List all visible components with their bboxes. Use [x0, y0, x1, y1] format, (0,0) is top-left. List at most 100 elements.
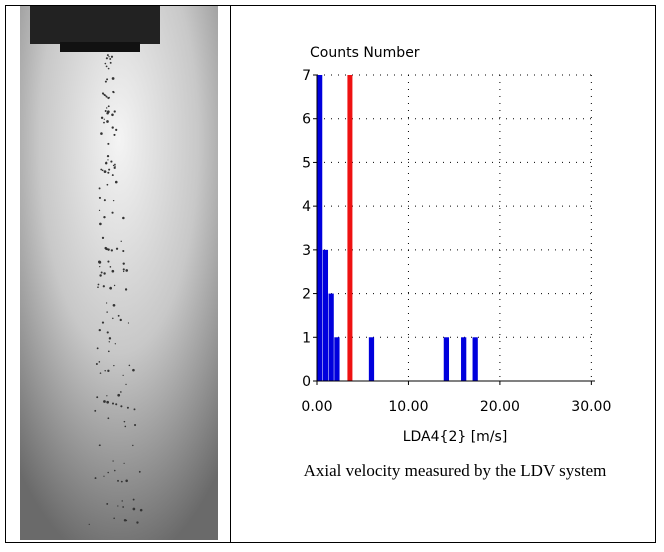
droplet: [114, 163, 116, 166]
y-tick-label: 5: [302, 155, 311, 171]
droplet: [113, 133, 116, 136]
droplet: [111, 402, 115, 405]
caption-box: Axial velocity measured by the LDV syste…: [304, 461, 607, 480]
droplet: [98, 361, 101, 363]
chart-title: Counts Number: [310, 45, 420, 61]
droplet: [106, 78, 109, 81]
droplet: [102, 285, 105, 288]
nozzle: [30, 6, 160, 44]
droplet: [103, 400, 106, 403]
droplet: [101, 169, 104, 172]
droplet: [103, 199, 106, 202]
droplet: [107, 471, 109, 474]
droplet: [107, 417, 110, 420]
y-tick-label: 2: [302, 287, 311, 303]
droplet: [108, 337, 112, 340]
droplet: [109, 266, 112, 268]
droplet: [115, 403, 118, 406]
droplet: [111, 211, 114, 214]
droplet: [106, 111, 109, 115]
droplet: [99, 222, 102, 226]
droplet: [117, 505, 119, 507]
droplet: [139, 508, 143, 512]
droplet: [106, 331, 109, 334]
droplet: [120, 240, 122, 242]
droplet: [111, 77, 115, 80]
droplet: [103, 170, 107, 173]
droplet: [111, 174, 114, 177]
droplet: [100, 271, 103, 274]
bar: [461, 337, 467, 381]
droplet: [106, 96, 108, 98]
droplet: [106, 154, 110, 158]
y-tick-label: 1: [302, 330, 311, 346]
droplet: [100, 132, 103, 135]
droplet: [122, 249, 125, 253]
droplet: [136, 521, 139, 524]
x-tick-label: 20.00: [480, 399, 520, 415]
droplet: [106, 395, 108, 397]
droplet: [99, 372, 102, 374]
droplet: [117, 314, 120, 317]
droplet: [96, 396, 99, 399]
droplet: [104, 80, 107, 83]
droplet: [107, 142, 110, 145]
droplet: [105, 247, 108, 251]
photo: [20, 6, 218, 540]
droplet: [111, 269, 115, 273]
droplet: [106, 502, 109, 505]
droplet: [125, 479, 128, 483]
droplet: [107, 248, 110, 251]
droplet: [122, 270, 125, 273]
droplet: [124, 288, 128, 291]
droplet: [123, 519, 127, 522]
droplet: [105, 57, 108, 60]
droplet: [109, 58, 112, 60]
droplet: [114, 165, 116, 167]
x-tick-label: 10.00: [388, 399, 428, 415]
droplet: [98, 209, 101, 212]
droplet: [103, 121, 105, 124]
droplet: [113, 517, 115, 520]
droplet: [134, 423, 137, 427]
droplet: [99, 266, 101, 268]
droplet: [138, 470, 141, 473]
droplet: [104, 94, 106, 97]
droplet: [106, 311, 108, 313]
droplet: [112, 164, 115, 167]
droplet: [111, 126, 114, 129]
droplet: [111, 113, 114, 117]
droplet: [132, 444, 134, 447]
droplet: [108, 168, 111, 171]
droplet: [110, 55, 114, 58]
droplet: [108, 56, 110, 58]
droplet: [112, 303, 116, 307]
droplet: [133, 408, 136, 411]
droplet: [114, 180, 118, 184]
droplet: [107, 105, 110, 108]
droplet: [105, 161, 108, 164]
droplet: [108, 97, 110, 100]
droplet: [107, 369, 110, 373]
droplet: [96, 347, 99, 350]
droplet: [120, 480, 123, 483]
droplet: [94, 477, 97, 480]
droplet: [113, 469, 116, 472]
droplet: [103, 272, 106, 275]
droplet: [105, 65, 108, 68]
droplet: [104, 62, 107, 65]
droplet: [119, 318, 122, 322]
droplet: [113, 91, 115, 94]
droplet: [101, 321, 105, 324]
nozzle-tip: [60, 42, 140, 52]
y-tick-label: 4: [302, 199, 311, 215]
droplet: [105, 302, 108, 304]
droplet: [88, 523, 90, 525]
droplet: [103, 118, 105, 120]
droplet: [126, 406, 129, 409]
droplet: [106, 120, 109, 123]
y-tick-label: 3: [302, 243, 311, 259]
droplet: [107, 350, 110, 353]
